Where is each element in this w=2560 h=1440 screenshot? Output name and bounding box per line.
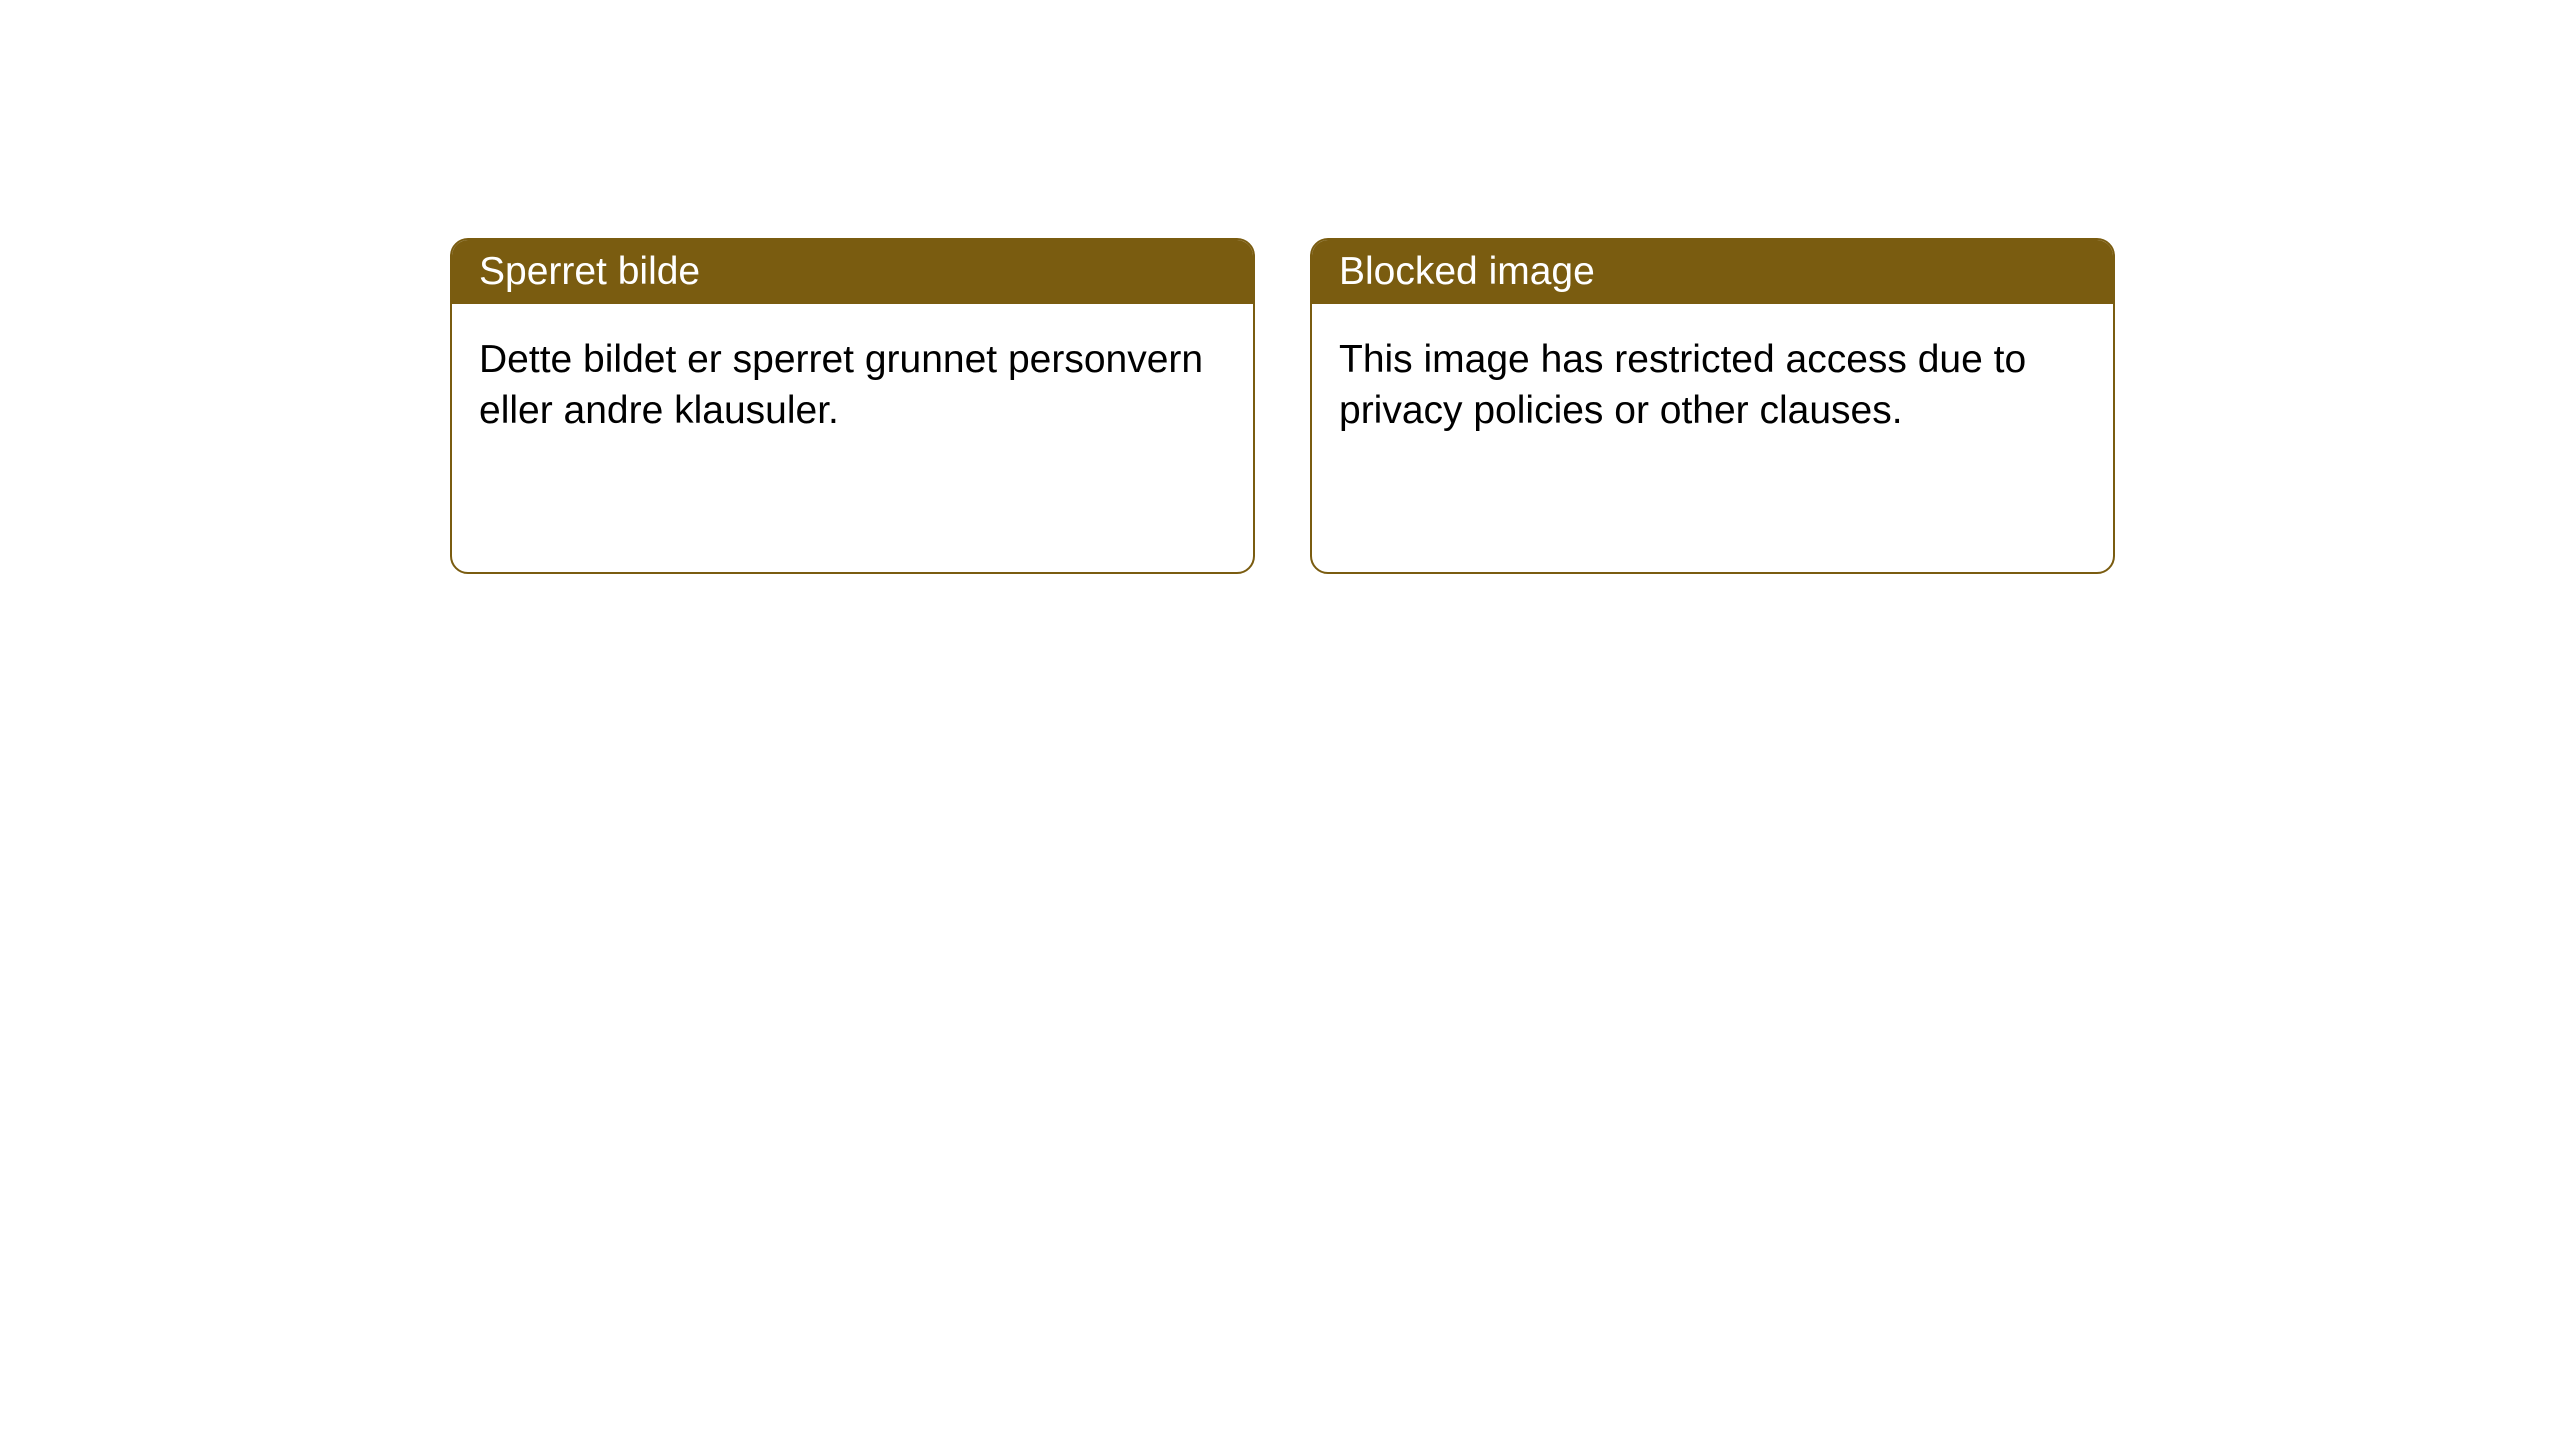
card-body: This image has restricted access due to … — [1312, 304, 2113, 467]
card-body-text: Dette bildet er sperret grunnet personve… — [479, 338, 1203, 432]
notice-container: Sperret bilde Dette bildet er sperret gr… — [0, 0, 2560, 574]
card-header-title: Blocked image — [1339, 250, 1595, 293]
notice-card-english: Blocked image This image has restricted … — [1310, 238, 2115, 574]
card-header: Sperret bilde — [452, 240, 1253, 304]
notice-card-norwegian: Sperret bilde Dette bildet er sperret gr… — [450, 238, 1255, 574]
card-header-title: Sperret bilde — [479, 250, 700, 293]
card-header: Blocked image — [1312, 240, 2113, 304]
card-body: Dette bildet er sperret grunnet personve… — [452, 304, 1253, 467]
card-body-text: This image has restricted access due to … — [1339, 338, 2026, 432]
